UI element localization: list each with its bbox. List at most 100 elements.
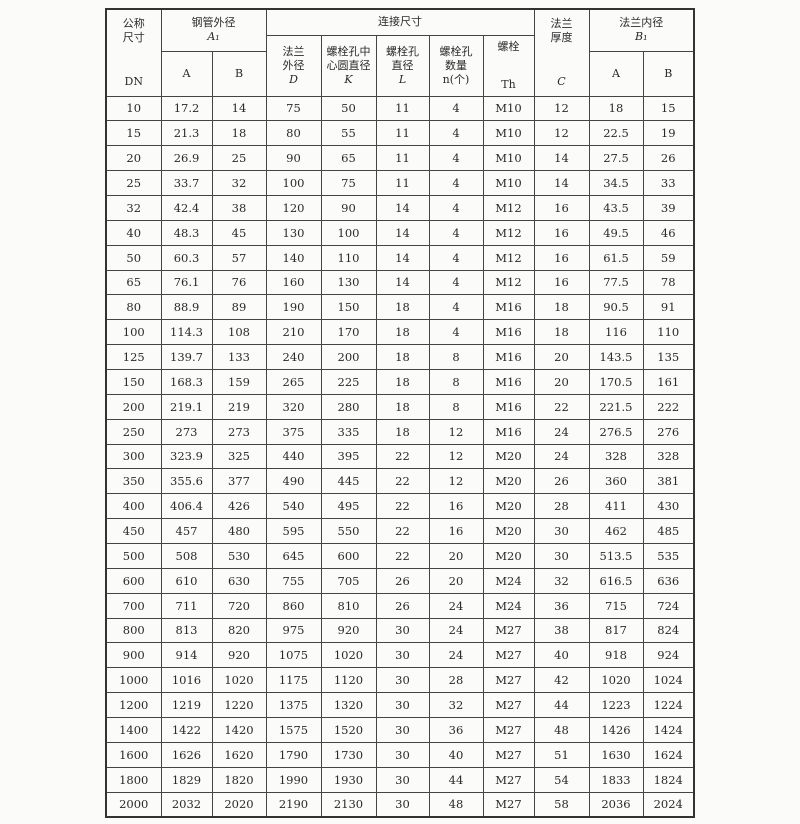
table-cell: 645 [265, 542, 322, 569]
table-cell: 80 [265, 120, 322, 147]
table-cell: 30 [375, 642, 430, 669]
table-cell: 59 [642, 244, 695, 271]
table-cell: 150 [320, 294, 377, 321]
table-cell: 360 [588, 468, 644, 495]
table-row: 15 21.3 18 80 55 11 4 M10 12 22.5 19 [105, 120, 695, 147]
table-cell: 77.5 [588, 269, 644, 296]
table-cell: 4 [428, 244, 484, 271]
table-cell: M16 [482, 319, 535, 346]
table-cell: 200 [105, 393, 162, 420]
table-cell: 508 [160, 542, 213, 569]
table-cell: 24 [533, 443, 590, 470]
table-cell: 190 [265, 294, 322, 321]
table-cell: 88.9 [160, 294, 213, 321]
table-cell: 720 [211, 592, 267, 619]
table-cell: 42.4 [160, 194, 213, 221]
table-cell: 550 [320, 518, 377, 544]
table-cell: 65 [320, 145, 377, 172]
table-cell: 381 [642, 468, 695, 495]
table-cell: 462 [588, 518, 644, 544]
table-cell: 11 [375, 170, 430, 196]
header-bolt-circle-symbol: K [344, 72, 353, 86]
table-cell: 16 [428, 518, 484, 544]
table-cell: 1730 [320, 741, 377, 768]
table-cell: M10 [482, 170, 535, 196]
table-cell: 8 [428, 393, 484, 420]
table-cell: 25 [211, 145, 267, 172]
table-cell: 100 [265, 170, 322, 196]
table-cell: 116 [588, 319, 644, 346]
table-cell: 221.5 [588, 393, 644, 420]
table-row: 800 813 820 975 920 30 24 M27 38 817 824 [105, 617, 695, 644]
table-cell: 30 [375, 617, 430, 644]
table-cell: 15 [105, 120, 162, 147]
table-cell: 8 [428, 344, 484, 370]
table-cell: M12 [482, 194, 535, 221]
table-cell: M27 [482, 716, 535, 743]
table-row: 350 355.6 377 490 445 22 12 M20 26 360 381 [105, 468, 695, 495]
table-cell: 715 [588, 592, 644, 619]
table-cell: M16 [482, 418, 535, 445]
table-row: 1800 1829 1820 1990 1930 30 44 M27 54 1833 1824 [105, 766, 695, 793]
table-cell: 630 [211, 567, 267, 594]
table-cell: 276 [642, 418, 695, 445]
table-cell: 22 [375, 542, 430, 569]
table-cell: 51 [533, 741, 590, 768]
table-cell: 16 [428, 493, 484, 520]
table-cell: 14 [211, 95, 267, 122]
table-cell: 22 [375, 518, 430, 544]
table-row: 450 457 480 595 550 22 16 M20 30 462 485 [105, 518, 695, 544]
table-cell: 350 [105, 468, 162, 495]
table-cell: 219 [211, 393, 267, 420]
table-cell: 170 [320, 319, 377, 346]
table-row: 900 914 920 1075 1020 30 24 M27 40 918 924 [105, 642, 695, 669]
table-cell: 600 [105, 567, 162, 594]
table-cell: 222 [642, 393, 695, 420]
table-cell: 60.3 [160, 244, 213, 271]
table-cell: 636 [642, 567, 695, 594]
table-cell: 1600 [105, 741, 162, 768]
table-cell: 4 [428, 170, 484, 196]
table-cell: 58 [533, 791, 590, 818]
table-cell: 76 [211, 269, 267, 296]
table-cell: 395 [320, 443, 377, 470]
table-cell: 711 [160, 592, 213, 619]
table-cell: 1120 [320, 667, 377, 694]
table-cell: 48.3 [160, 219, 213, 246]
table-cell: 1219 [160, 692, 213, 718]
table-cell: 125 [105, 344, 162, 370]
table-cell: 168.3 [160, 368, 213, 395]
table-cell: 89 [211, 294, 267, 321]
table-cell: 975 [265, 617, 322, 644]
table-cell: 90.5 [588, 294, 644, 321]
header-pipe-od: 钢管外径 A₁ [160, 8, 267, 52]
table-cell: 426 [211, 493, 267, 520]
table-cell: 38 [533, 617, 590, 644]
table-cell: 813 [160, 617, 213, 644]
table-cell: 100 [105, 319, 162, 346]
table-cell: 2032 [160, 791, 213, 818]
table-cell: 19 [642, 120, 695, 147]
table-cell: 480 [211, 518, 267, 544]
table-cell: M12 [482, 269, 535, 296]
table-cell: 30 [375, 692, 430, 718]
table-cell: 22.5 [588, 120, 644, 147]
table-cell: 20 [533, 344, 590, 370]
table-cell: 40 [533, 642, 590, 669]
table-cell: 24 [428, 592, 484, 619]
table-cell: 11 [375, 145, 430, 172]
header-bolt-hole-dia-symbol: L [398, 72, 407, 86]
table-cell: 265 [265, 368, 322, 395]
header-flange-id-label: 法兰内径 [619, 16, 664, 30]
table-cell: 16 [533, 219, 590, 246]
header-pipe-od-symbol: A₁ [207, 30, 220, 44]
table-cell: 1620 [211, 741, 267, 768]
table-cell: 1020 [320, 642, 377, 669]
table-cell: 30 [375, 741, 430, 768]
table-cell: 250 [105, 418, 162, 445]
table-row: 600 610 630 755 705 26 20 M24 32 616.5 636 [105, 567, 695, 594]
table-cell: 80 [105, 294, 162, 321]
table-body: 10 17.2 14 75 50 11 4 M10 12 18 15 15 21.3 18 80 55 11 4 M… [105, 95, 695, 818]
table-row: 250 273 273 375 335 18 12 M16 24 276.5 276 [105, 418, 695, 445]
table-cell: 4 [428, 194, 484, 221]
